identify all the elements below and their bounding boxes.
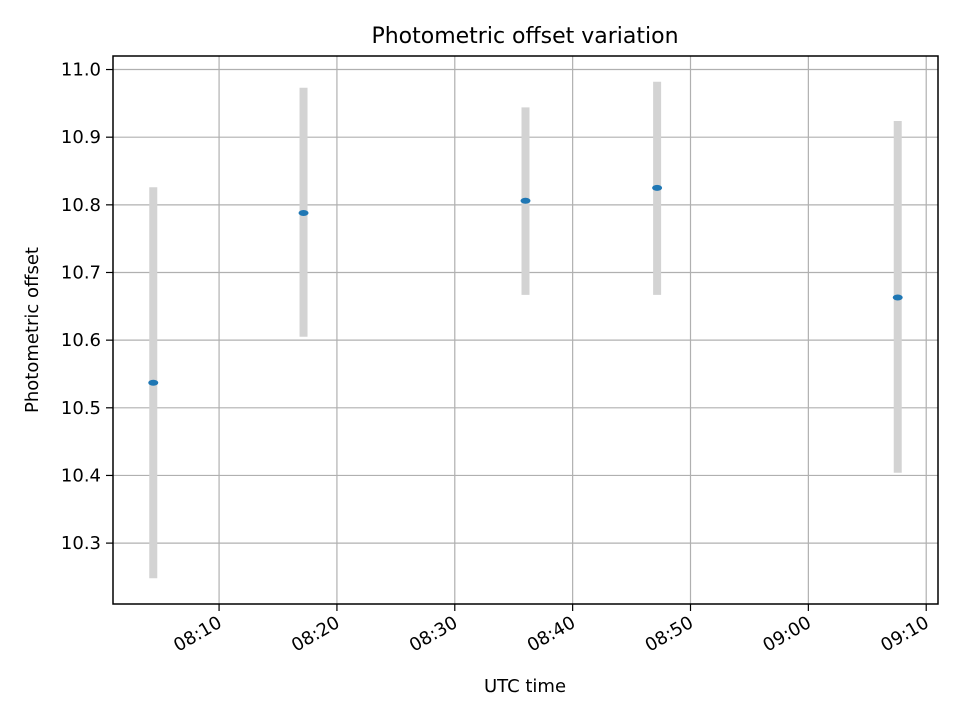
y-axis-label: Photometric offset [22,247,43,413]
y-tick-label: 10.7 [61,262,101,283]
y-tick-label: 10.5 [61,398,101,419]
data-point [652,184,663,191]
data-layer [148,81,903,579]
x-axis-label: UTC time [484,676,566,697]
plot-frame [112,55,939,605]
data-point [520,197,531,204]
data-point [148,379,159,386]
y-tick-label: 11.0 [61,60,101,81]
chart-title: Photometric offset variation [371,24,678,49]
y-tick-label: 10.4 [61,465,101,486]
data-point [892,294,903,301]
y-tick-label: 10.8 [61,195,101,216]
data-point [298,209,309,216]
y-tick-label: 10.9 [61,127,101,148]
y-tick-label: 10.6 [61,330,101,351]
y-tick-label: 10.3 [61,533,101,554]
